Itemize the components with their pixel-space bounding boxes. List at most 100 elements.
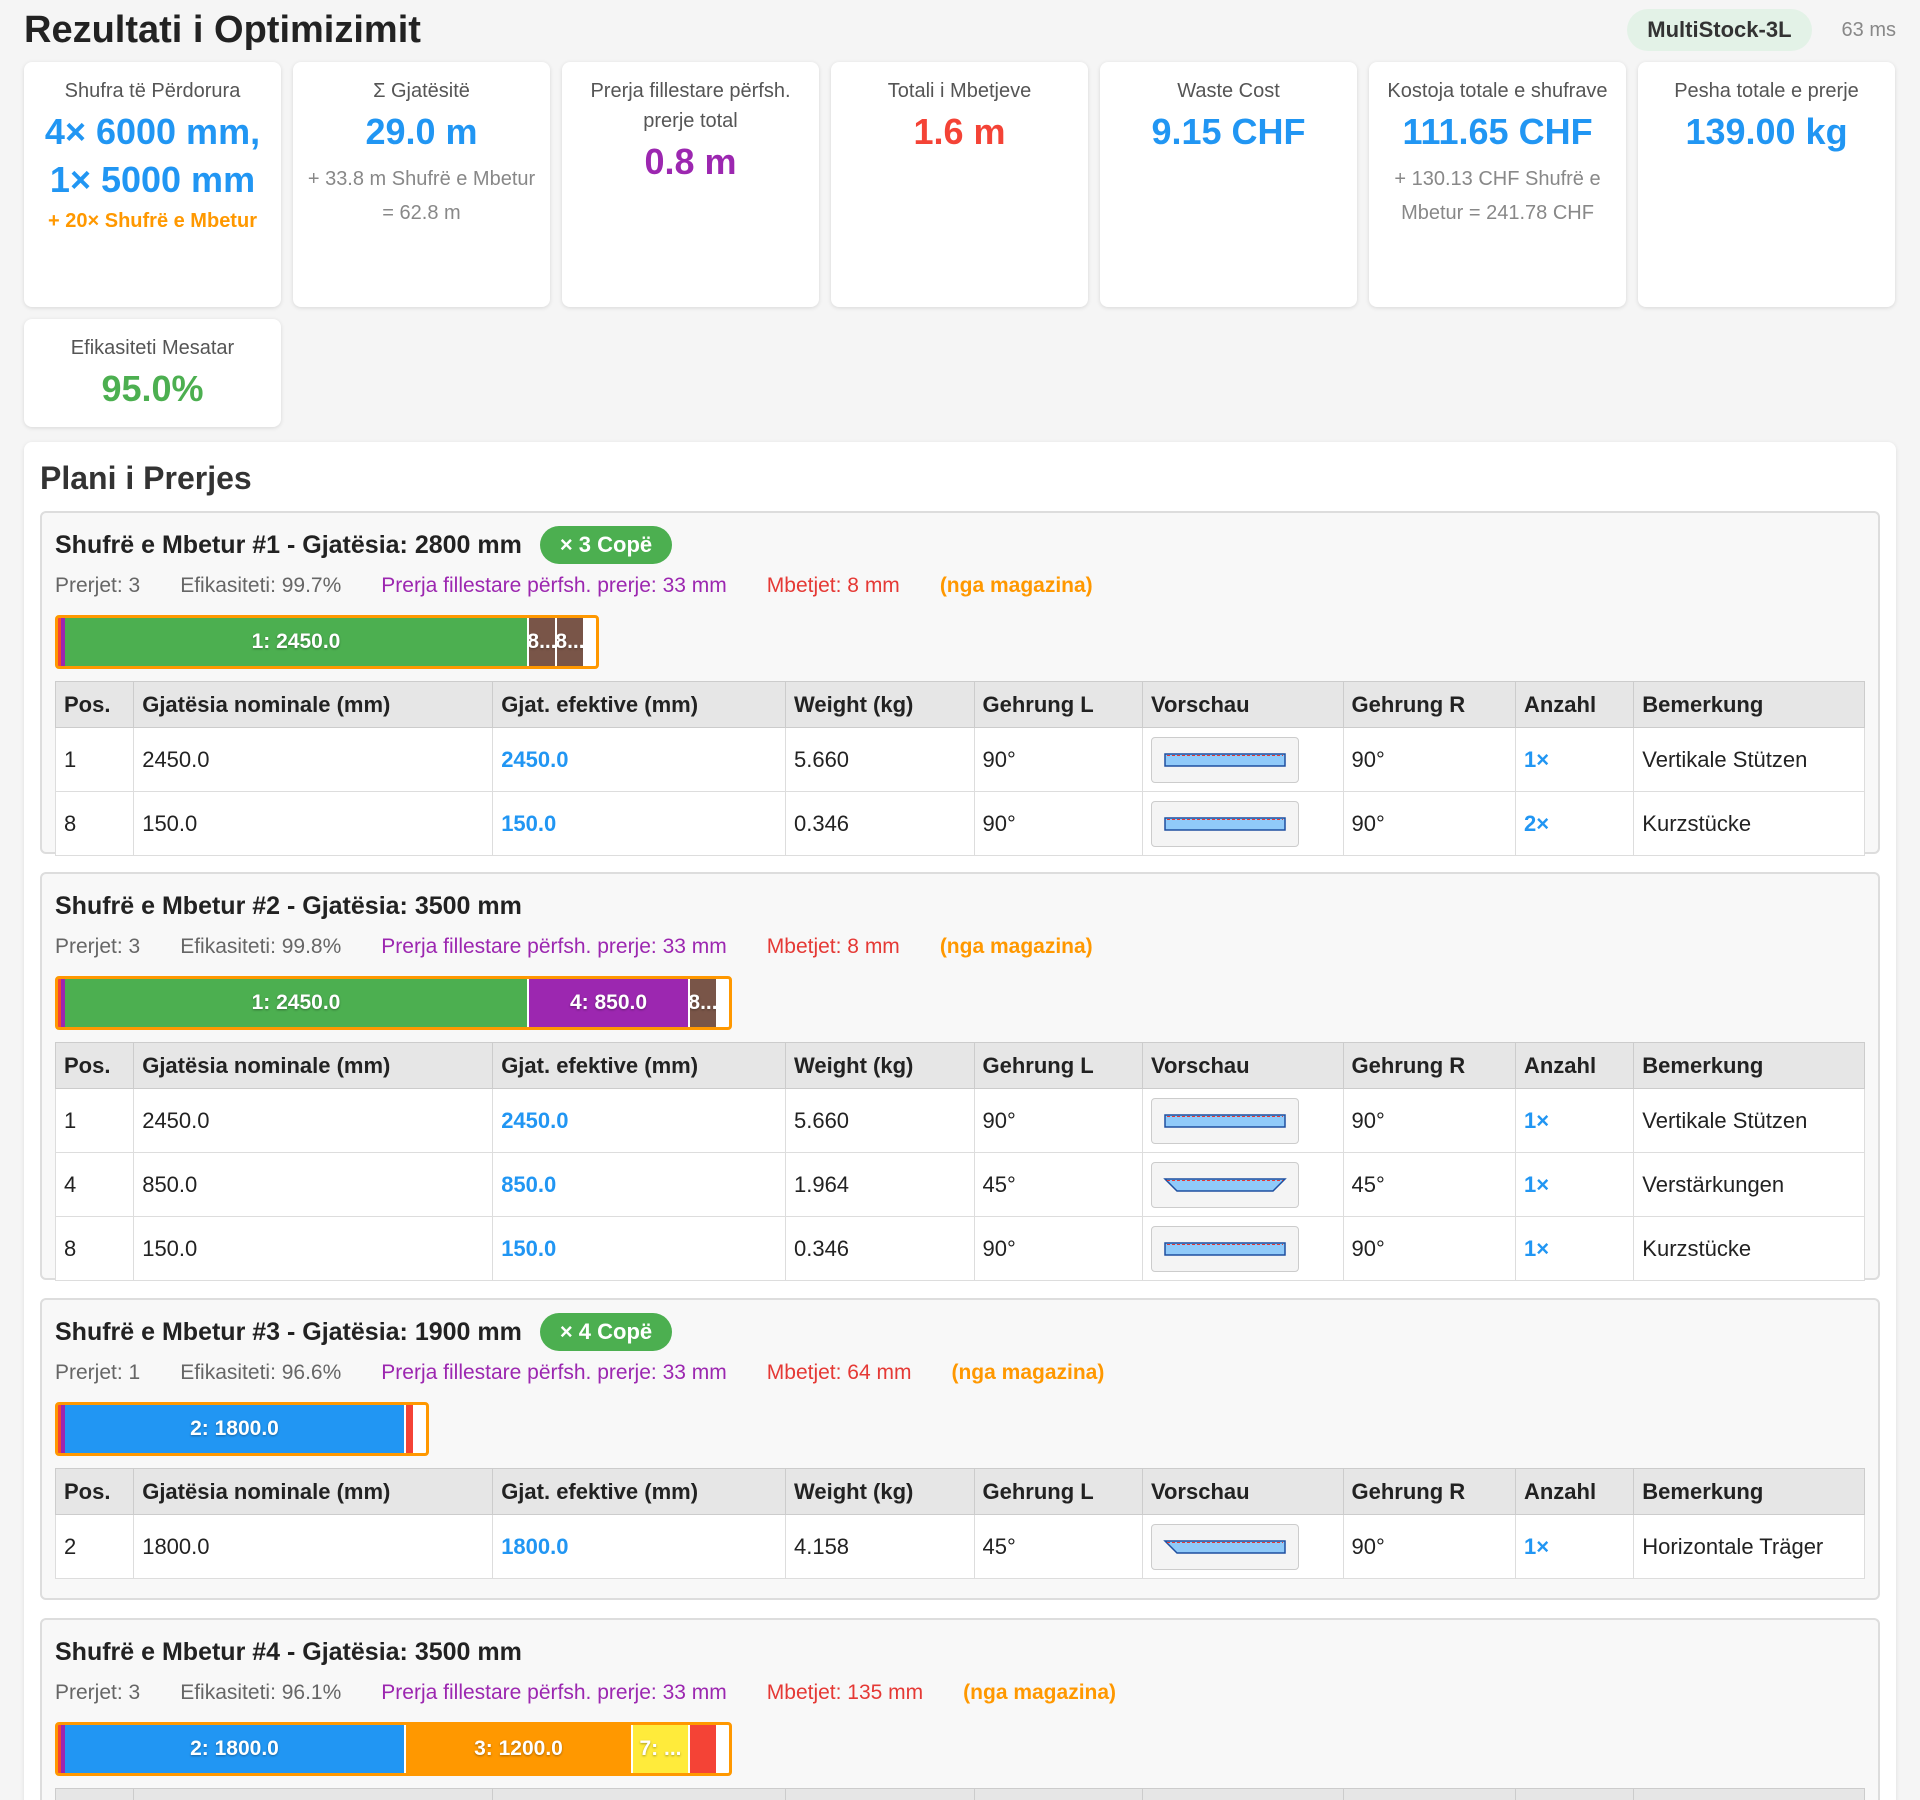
bar-header: Shufrë e Mbetur #2 - Gjatësia: 3500 mm	[55, 886, 1865, 926]
bar-meta: Prerjet: 3 Efikasiteti: 96.1% Prerja fille…	[55, 1678, 1865, 1708]
table-row: 2 1800.0 1800.0 4.158 45° 90° 1× Horizontale Tr…	[54, 1514, 1865, 1579]
card-value: 1.6 m	[913, 111, 1006, 152]
profile-preview-icon	[1163, 1177, 1287, 1192]
cell-miter-right: 90°	[1342, 727, 1516, 792]
column-header: Bemerkung	[1633, 1468, 1865, 1515]
cell-pos: 8	[54, 1216, 135, 1281]
cell-miter-right: 90°	[1342, 1216, 1516, 1281]
profile-preview-icon	[1163, 1539, 1286, 1554]
cell-effective: 1800.0	[492, 1514, 786, 1579]
cell-nominal: 1800.0	[133, 1514, 494, 1579]
cell-note: Horizontale Träger	[1633, 1514, 1865, 1579]
kerf-info: Prerja fillestare përfsh. prerje: 33 mm	[381, 574, 727, 597]
waste-info: Mbetjet: 135 mm	[766, 1681, 924, 1704]
source-tag: (nga magazina)	[939, 935, 1093, 958]
cell-miter-left: 90°	[973, 1088, 1143, 1153]
bar-header: Shufrë e Mbetur #4 - Gjatësia: 3500 mm	[55, 1632, 1865, 1672]
cell-effective: 2450.0	[492, 1088, 786, 1153]
pieces-table: Pos.Gjatësia nominale (mm)Gjat. efektive…	[54, 1468, 1865, 1579]
card-total-cost: Kostoja totale e shufrave 111.65 CHF + 1…	[1369, 62, 1626, 307]
cell-nominal: 2450.0	[133, 1088, 494, 1153]
column-header: Pos.	[54, 681, 135, 728]
column-header: Gjat. efektive (mm)	[492, 1042, 786, 1089]
kerf-info: Prerja fillestare përfsh. prerje: 33 mm	[381, 1361, 727, 1384]
cut-segment: 8...	[690, 979, 718, 1027]
profile-preview-icon	[1164, 1113, 1286, 1128]
column-header: Bemerkung	[1633, 1788, 1865, 1800]
bar-header: Shufrë e Mbetur #1 - Gjatësia: 2800 mm × …	[55, 525, 1865, 565]
card-value: 9.15 CHF	[1151, 111, 1306, 152]
cell-miter-left: 90°	[973, 1216, 1143, 1281]
cell-nominal: 150.0	[133, 1216, 494, 1281]
source-tag: (nga magazina)	[963, 1681, 1117, 1704]
profile-preview-icon	[1164, 752, 1286, 767]
cell-preview	[1141, 791, 1344, 856]
stock-bar-card: Shufrë e Mbetur #1 - Gjatësia: 2800 mm × …	[40, 511, 1880, 856]
card-label: Waste Cost	[1177, 80, 1280, 102]
cell-preview	[1141, 1088, 1344, 1153]
pieces-table: Pos.Gjatësia nominale (mm)Gjat. efektive…	[54, 1788, 1865, 1800]
cut-segment: 2: 1800.0	[65, 1405, 406, 1453]
cell-miter-right: 90°	[1342, 1088, 1516, 1153]
cell-preview	[1141, 1152, 1344, 1217]
stock-bar-card: Shufrë e Mbetur #3 - Gjatësia: 1900 mm × …	[40, 1298, 1880, 1600]
column-header: Gehrung L	[973, 681, 1143, 728]
cell-weight: 5.660	[784, 1088, 975, 1153]
column-header: Pos.	[54, 1042, 135, 1089]
column-header: Gjat. efektive (mm)	[492, 1468, 786, 1515]
cell-miter-left: 45°	[973, 1152, 1143, 1217]
table-header-row: Pos.Gjatësia nominale (mm)Gjat. efektive…	[54, 1468, 1865, 1515]
source-tag: (nga magazina)	[951, 1361, 1105, 1384]
card-sub: + 130.13 CHF Shufrë e Mbetur = 241.78 CH…	[1394, 168, 1601, 224]
card-label: Pesha totale e prerje	[1674, 80, 1859, 102]
cuts-count: Prerjet: 3	[55, 935, 141, 958]
bar-title: Shufrë e Mbetur #2 - Gjatësia: 3500 mm	[55, 891, 522, 920]
cell-effective: 850.0	[492, 1152, 786, 1217]
column-header: Gjatësia nominale (mm)	[133, 1468, 494, 1515]
cut-segment: 1: 2450.0	[65, 618, 529, 666]
column-header: Anzahl	[1514, 1468, 1635, 1515]
cell-note: Kurzstücke	[1633, 791, 1865, 856]
cell-weight: 0.346	[784, 1216, 975, 1281]
cell-weight: 5.660	[784, 727, 975, 792]
cell-nominal: 850.0	[133, 1152, 494, 1217]
card-value: 111.65 CHF	[1402, 111, 1593, 152]
table-header-row: Pos.Gjatësia nominale (mm)Gjat. efektive…	[54, 1788, 1865, 1800]
card-value: 29.0 m	[365, 111, 478, 152]
column-header: Vorschau	[1141, 1788, 1344, 1800]
card-value: 95.0%	[101, 368, 204, 409]
card-total-weight: Pesha totale e prerje 139.00 kg	[1638, 62, 1895, 307]
stock-bar-card: Shufrë e Mbetur #4 - Gjatësia: 3500 mm Pr…	[40, 1618, 1880, 1800]
card-label: Kostoja totale e shufrave	[1387, 80, 1608, 102]
cut-segment: 1: 2450.0	[65, 979, 529, 1027]
card-value: 0.8 m	[644, 141, 737, 182]
table-header-row: Pos.Gjatësia nominale (mm)Gjat. efektive…	[54, 681, 1865, 728]
column-header: Weight (kg)	[784, 681, 975, 728]
column-header: Weight (kg)	[784, 1788, 975, 1800]
cell-miter-right: 90°	[1342, 791, 1516, 856]
pieces-table: Pos.Gjatësia nominale (mm)Gjat. efektive…	[54, 1042, 1865, 1281]
card-label: Prerja fillestare përfsh. prerje total	[590, 80, 791, 132]
pieces-table: Pos.Gjatësia nominale (mm)Gjat. efektive…	[54, 681, 1865, 856]
cell-pos: 2	[54, 1514, 135, 1579]
profile-preview-icon	[1164, 816, 1286, 831]
bar-meta: Prerjet: 1 Efikasiteti: 96.6% Prerja fille…	[55, 1358, 1865, 1388]
kerf-marker	[58, 1725, 65, 1773]
column-header: Gehrung R	[1342, 681, 1516, 728]
cell-pos: 8	[54, 791, 135, 856]
efficiency: Efikasiteti: 96.1%	[180, 1681, 342, 1704]
waste-segment	[406, 1405, 415, 1453]
profile-preview	[1150, 1161, 1299, 1208]
cell-count: 2×	[1514, 791, 1635, 856]
cell-pos: 1	[54, 1088, 135, 1153]
column-header: Gehrung L	[973, 1788, 1143, 1800]
card-value: 139.00 kg	[1685, 111, 1848, 152]
copies-badge: × 3 Copë	[539, 526, 673, 564]
cell-note: Vertikale Stützen	[1633, 727, 1865, 792]
card-label: Efikasiteti Mesatar	[70, 337, 235, 359]
cell-miter-right: 45°	[1342, 1152, 1516, 1217]
waste-info: Mbetjet: 8 mm	[766, 935, 900, 958]
cell-pos: 4	[54, 1152, 135, 1217]
cell-miter-right: 90°	[1342, 1514, 1516, 1579]
cell-nominal: 150.0	[133, 791, 494, 856]
